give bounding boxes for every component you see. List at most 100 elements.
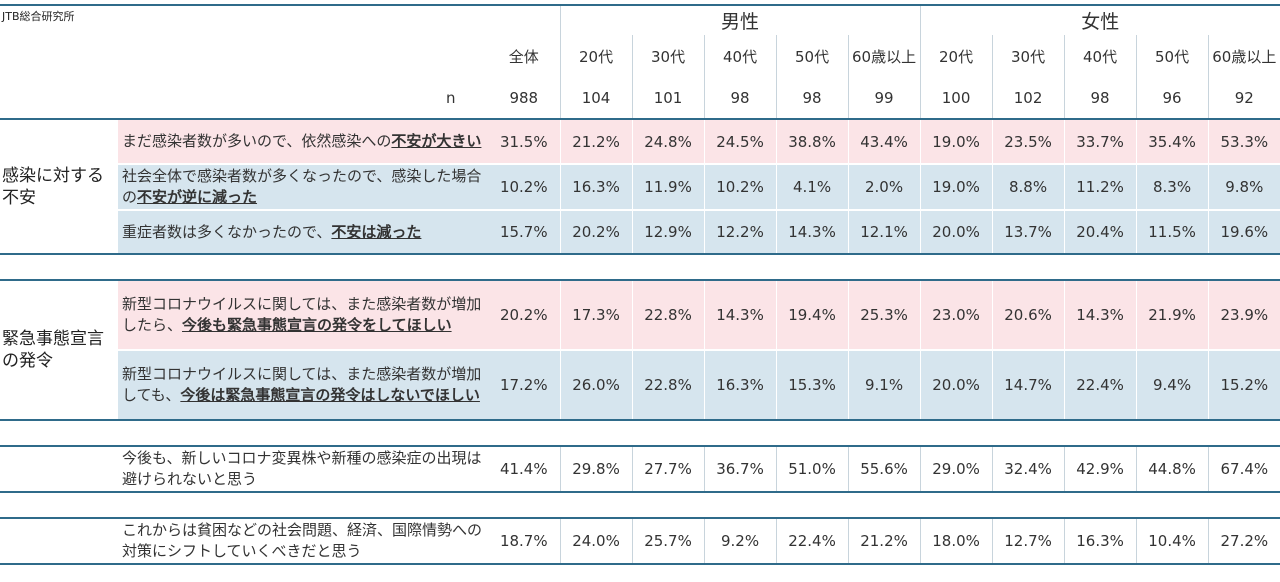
n-value: 96: [1135, 77, 1209, 119]
column-header: 40代: [703, 35, 777, 77]
value-cell: 13.7%: [991, 210, 1065, 255]
value-cell: 41.4%: [488, 445, 561, 493]
value-cell: 10.2%: [488, 164, 561, 211]
row-label-text: 社会全体で感染者数が多くなったので、感染した場合の: [122, 167, 482, 206]
value-cell: 21.2%: [847, 517, 921, 565]
value-cell: 9.1%: [847, 350, 921, 421]
section-gap: [0, 254, 1280, 280]
value-cell: 20.6%: [991, 279, 1065, 351]
header-blank: [0, 35, 488, 77]
value-cell: 8.3%: [1135, 164, 1209, 211]
table-row: 今後も、新しいコロナ変異株や新種の感染症の出現は避けられないと思う 41.4% 29…: [0, 445, 1280, 493]
value-cell: 19.0%: [919, 164, 993, 211]
value-cell: 20.4%: [1063, 210, 1137, 255]
row-label: まだ感染者数が多いので、依然感染への不安が大きい: [118, 118, 488, 165]
table-row: 緊急事態宣言の発令 新型コロナウイルスに関しては、また感染者数が増加したら、今後も…: [0, 279, 1280, 421]
row-label: 新型コロナウイルスに関しては、また感染者数が増加したら、今後も緊急事態宣言の発令…: [118, 279, 488, 351]
table-row: これからは貧困などの社会問題、経済、国際情勢への対策にシフトしていくべきだと思う…: [0, 517, 1280, 565]
n-value: 988: [509, 88, 539, 107]
value-cell: 12.1%: [847, 210, 921, 255]
value-cell: 14.3%: [775, 210, 849, 255]
row-label-text: まだ感染者数が多いので、依然感染への: [122, 132, 392, 150]
n-value: 99: [847, 77, 921, 119]
header-blank: [0, 4, 561, 35]
value-cell: 11.5%: [1135, 210, 1209, 255]
n-value: 92: [1207, 77, 1280, 119]
column-header: 60歳以上: [1207, 35, 1280, 77]
value-cell: 15.2%: [1207, 350, 1280, 421]
value-cell: 14.3%: [703, 279, 777, 351]
row-label-emphasis: 不安が逆に減った: [137, 188, 258, 206]
value-cell: 67.4%: [1207, 445, 1280, 493]
value-cell: 19.6%: [1207, 210, 1280, 255]
n-value: 102: [991, 77, 1065, 119]
table-row: 新型コロナウイルスに関しては、また感染者数が増加しても、今後は緊急事態宣言の発令…: [0, 350, 1280, 421]
gap-cell: [0, 492, 1280, 518]
column-header: 40代: [1063, 35, 1137, 77]
value-cell: 14.7%: [991, 350, 1065, 421]
n-value: 98: [703, 77, 777, 119]
value-cell: 21.2%: [559, 118, 633, 165]
value-cell: 24.8%: [631, 118, 705, 165]
value-cell: 12.9%: [631, 210, 705, 255]
value-cell: 20.0%: [919, 350, 993, 421]
table-row: 重症者数は多くなかったので、不安は減った 15.7% 20.2% 12.9% 12.2%…: [0, 210, 1280, 255]
header-age-row: 全体 20代 30代 40代 50代 60歳以上 20代 30代 40代 50代 60歳以上: [0, 35, 1280, 77]
value-cell: 23.9%: [1207, 279, 1280, 351]
value-cell: 53.3%: [1207, 118, 1280, 165]
value-cell: 11.9%: [631, 164, 705, 211]
n-value: 98: [1063, 77, 1137, 119]
row-label-text: 新型コロナウイルスに関しては、また感染者数が増加しても、: [122, 365, 482, 404]
column-header: 60歳以上: [847, 35, 921, 77]
value-cell: 17.2%: [488, 350, 561, 421]
value-cell: 42.9%: [1063, 445, 1137, 493]
column-header: 20代: [559, 35, 633, 77]
section-gap: [0, 492, 1280, 518]
column-header: 全体: [508, 47, 539, 66]
value-cell: 20.0%: [919, 210, 993, 255]
row-label-text: これからは貧困などの社会問題、経済、国際情勢への対策にシフトしていくべきだと思う: [122, 521, 483, 560]
value-cell: 35.4%: [1135, 118, 1209, 165]
gap-cell: [0, 420, 1280, 446]
header-n-row: n 988 104 101 98 98 99 100 102 98 96 92: [0, 77, 1280, 119]
group-header-1: 女性: [919, 4, 1280, 35]
n-value: 101: [631, 77, 705, 119]
value-cell: 22.8%: [631, 350, 705, 421]
value-cell: 25.3%: [847, 279, 921, 351]
value-cell: 16.3%: [559, 164, 633, 211]
column-header: 50代: [775, 35, 849, 77]
value-cell: 44.8%: [1135, 445, 1209, 493]
value-cell: 31.5%: [488, 118, 561, 165]
row-label: 新型コロナウイルスに関しては、また感染者数が増加しても、今後は緊急事態宣言の発令…: [118, 350, 488, 421]
value-cell: 2.0%: [847, 164, 921, 211]
value-cell: 16.3%: [703, 350, 777, 421]
value-cell: 8.8%: [991, 164, 1065, 211]
row-label: 社会全体で感染者数が多くなったので、感染した場合の不安が逆に減った: [118, 164, 488, 211]
n-label: n: [446, 88, 456, 107]
column-header: 50代: [1135, 35, 1209, 77]
row-label: 今後も、新しいコロナ変異株や新種の感染症の出現は避けられないと思う: [118, 445, 488, 493]
row-label-text: 新型コロナウイルスに関しては、また感染者数が増加したら、: [122, 295, 482, 334]
survey-table: 男性 女性 全体 20代 30代 40代 50代 60歳以上 20代 30代 40代 50代 60歳以上…: [0, 4, 1280, 565]
value-cell: 32.4%: [991, 445, 1065, 493]
value-cell: 23.0%: [919, 279, 993, 351]
value-cell: 29.8%: [559, 445, 633, 493]
value-cell: 18.7%: [488, 517, 561, 565]
row-label-emphasis: 今後は緊急事態宣言の発令はしないでほしい: [180, 386, 480, 404]
row-label: これからは貧困などの社会問題、経済、国際情勢への対策にシフトしていくべきだと思う: [118, 517, 488, 565]
value-cell: 21.9%: [1135, 279, 1209, 351]
category-label: 緊急事態宣言の発令: [0, 279, 118, 421]
value-cell: 51.0%: [775, 445, 849, 493]
value-cell: 20.2%: [559, 210, 633, 255]
value-cell: 15.7%: [488, 210, 561, 255]
row-label-emphasis: 今後も緊急事態宣言の発令をしてほしい: [182, 316, 452, 334]
value-cell: 18.0%: [919, 517, 993, 565]
value-cell: 25.7%: [631, 517, 705, 565]
column-header: 30代: [631, 35, 705, 77]
n-value: 104: [559, 77, 633, 119]
value-cell: 55.6%: [847, 445, 921, 493]
row-label-text: 重症者数は多くなかったので、: [122, 222, 332, 241]
value-cell: 27.2%: [1207, 517, 1280, 565]
row-label-emphasis: 不安は減った: [331, 222, 422, 241]
value-cell: 26.0%: [559, 350, 633, 421]
